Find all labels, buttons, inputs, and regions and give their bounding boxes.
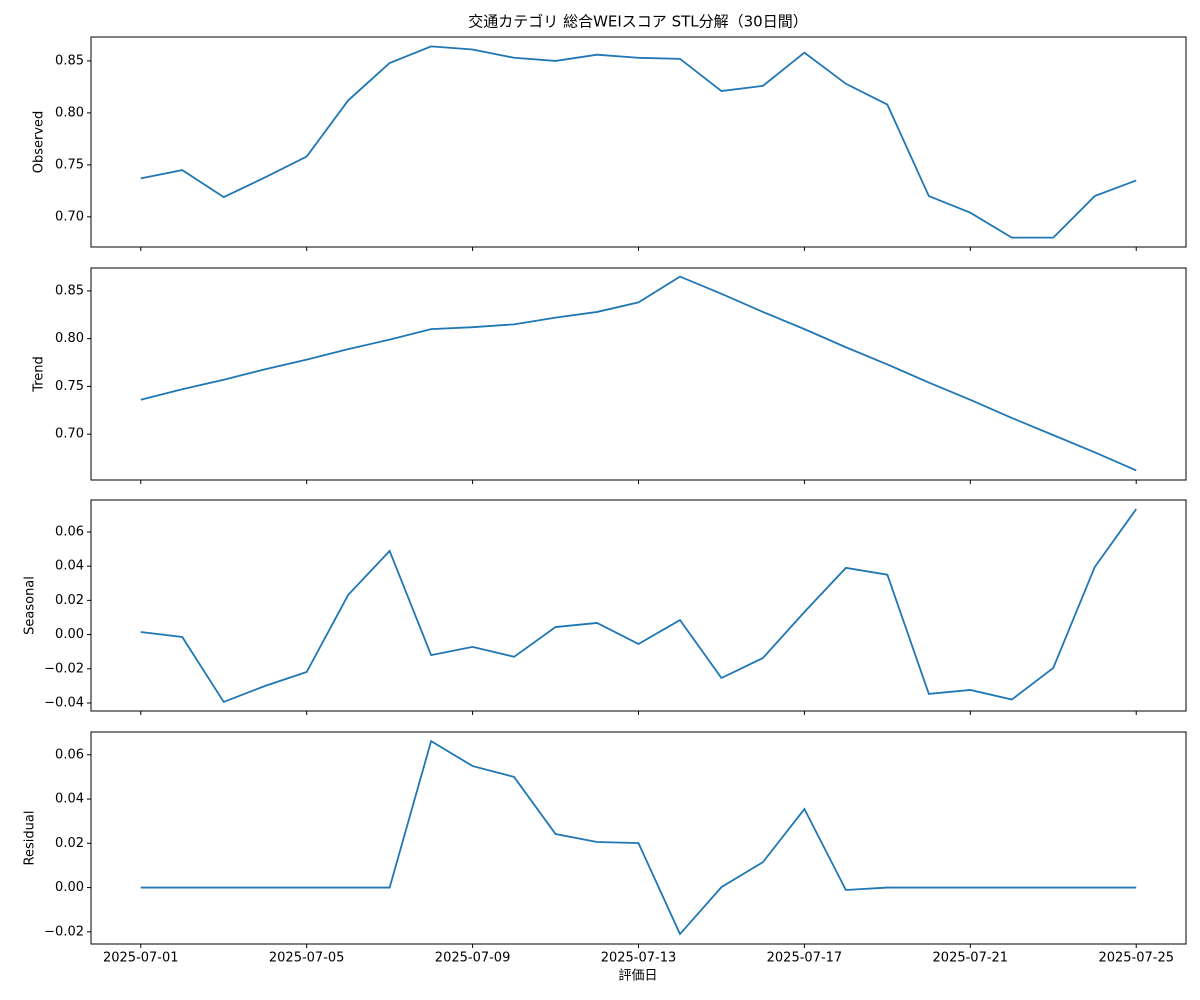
y-tick-label: 0.04 bbox=[55, 559, 84, 574]
y-tick-label: 0.75 bbox=[55, 157, 84, 172]
x-tick-label: 2025-07-13 bbox=[601, 951, 677, 966]
y-tick-label: 0.04 bbox=[55, 792, 84, 807]
y-tick-label: 0.06 bbox=[55, 747, 84, 762]
x-axis-label: 評価日 bbox=[618, 969, 657, 984]
data-line bbox=[140, 739, 1137, 936]
axes-frame bbox=[90, 267, 1187, 481]
y-tick-label: 0.85 bbox=[55, 283, 84, 298]
y-axis-label: Trend bbox=[32, 356, 47, 393]
y-tick-label: 0.00 bbox=[55, 880, 84, 895]
x-tick-label: 2025-07-17 bbox=[767, 951, 843, 966]
y-tick-label: 0.00 bbox=[55, 627, 84, 642]
y-axis-label: Seasonal bbox=[23, 576, 38, 635]
x-tick-label: 2025-07-21 bbox=[933, 951, 1009, 966]
axes-frame bbox=[90, 731, 1187, 945]
axes-frame bbox=[90, 499, 1187, 712]
x-tick-label: 2025-07-05 bbox=[269, 951, 345, 966]
y-tick-label: 0.80 bbox=[55, 331, 84, 346]
x-tick-label: 2025-07-09 bbox=[435, 951, 511, 966]
data-line bbox=[140, 508, 1137, 704]
y-tick-label: −0.02 bbox=[44, 661, 84, 676]
chart-title: 交通カテゴリ 総合WEIスコア STL分解（30日間） bbox=[468, 13, 807, 31]
y-tick-label: 0.70 bbox=[55, 427, 84, 442]
data-line bbox=[140, 275, 1137, 472]
y-tick-label: 0.06 bbox=[55, 524, 84, 539]
y-tick-label: 0.02 bbox=[55, 593, 84, 608]
y-axis-label: Residual bbox=[23, 811, 38, 866]
y-tick-label: 0.70 bbox=[55, 209, 84, 224]
data-line bbox=[140, 45, 1137, 239]
y-axis-label: Observed bbox=[32, 111, 47, 174]
y-tick-label: 0.75 bbox=[55, 379, 84, 394]
x-tick-label: 2025-07-01 bbox=[103, 951, 179, 966]
axes-frame bbox=[90, 36, 1187, 248]
y-tick-label: −0.02 bbox=[44, 924, 84, 939]
y-tick-label: 0.02 bbox=[55, 836, 84, 851]
y-tick-label: 0.85 bbox=[55, 53, 84, 68]
y-tick-label: 0.80 bbox=[55, 105, 84, 120]
y-tick-label: −0.04 bbox=[44, 695, 84, 710]
x-tick-label: 2025-07-25 bbox=[1098, 951, 1174, 966]
